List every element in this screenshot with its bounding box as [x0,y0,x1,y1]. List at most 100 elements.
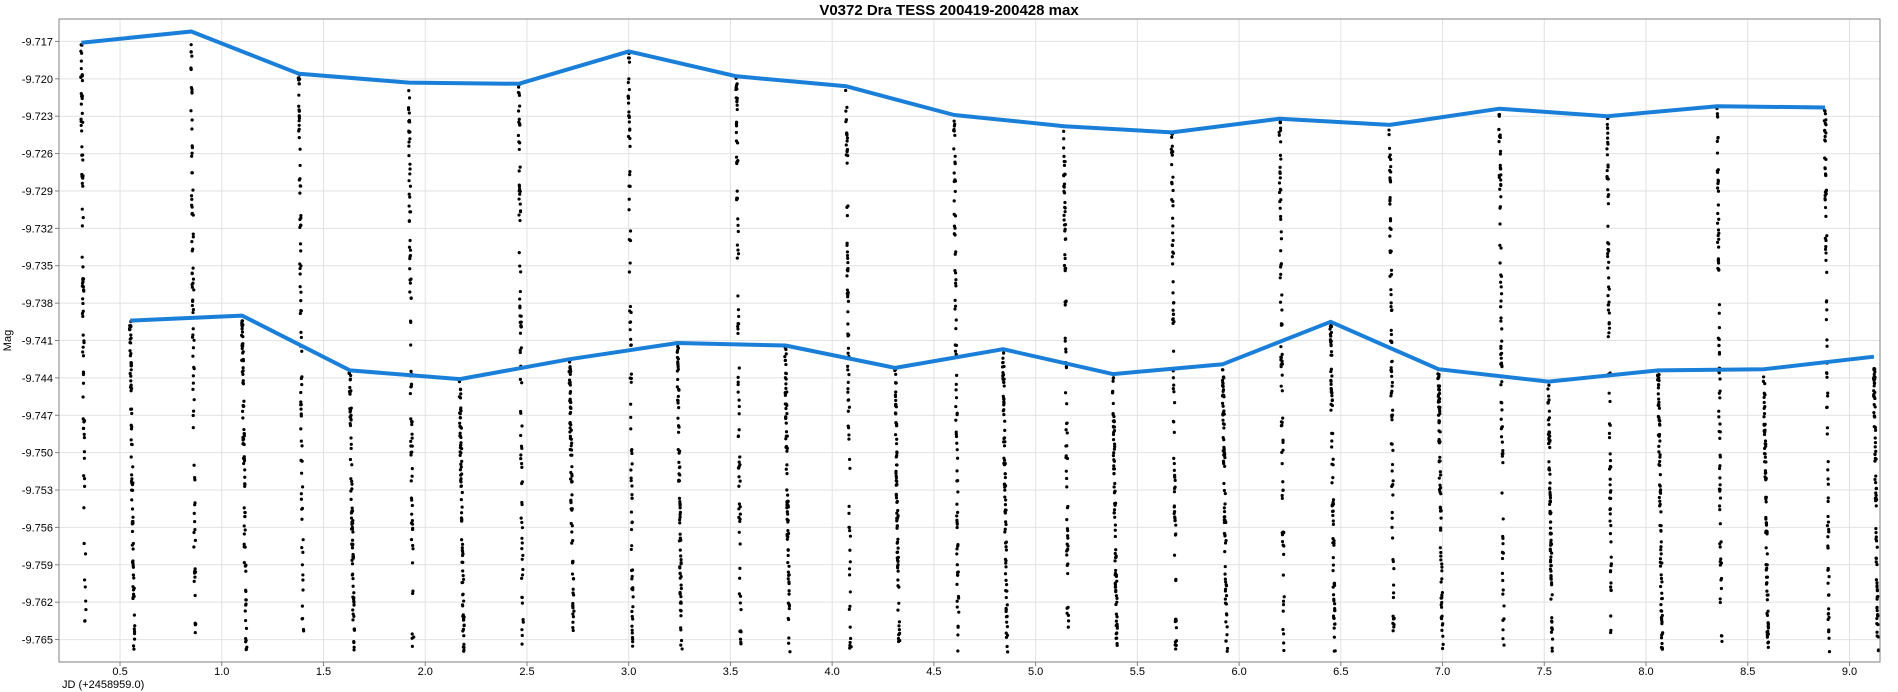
y-tick-label: -9.723 [22,111,53,123]
data-point [738,637,743,641]
data-point [1005,633,1010,637]
data-point [1499,195,1503,199]
data-point [676,416,680,420]
data-point [1765,611,1769,616]
data-point [520,536,524,540]
data-point [132,647,136,651]
data-point [627,208,631,212]
data-point [1716,178,1720,182]
data-point [129,423,133,427]
data-point [81,345,85,349]
data-point [79,66,83,71]
data-point [461,627,466,631]
data-point [627,77,631,81]
data-point [1279,198,1283,202]
data-point [735,99,739,103]
data-point [411,591,415,596]
data-point [462,634,466,638]
data-point [1174,578,1178,583]
data-point [846,368,850,372]
data-point [569,470,573,475]
data-point [1761,375,1766,379]
data-point [1548,502,1552,506]
data-point [1501,618,1505,622]
data-point [1763,422,1767,426]
data-point [1112,464,1116,468]
data-point [1391,482,1395,487]
data-point [894,421,898,425]
data-point [298,285,302,289]
data-point [626,101,631,105]
data-point [1607,276,1611,280]
data-point [1389,308,1394,313]
data-point [1115,641,1119,646]
data-point [1826,468,1830,472]
data-point [189,109,193,113]
data-point [1500,550,1505,554]
data-point [519,314,523,318]
data-point [1278,171,1282,175]
data-point [299,458,303,462]
data-point [1389,332,1394,337]
data-point [1005,644,1009,649]
data-point [1063,391,1068,395]
data-point [784,467,788,471]
data-point [846,256,850,260]
data-point [519,516,523,520]
data-point [1389,164,1393,169]
data-point [1171,204,1175,208]
data-point [1174,619,1178,623]
data-point [895,463,899,467]
data-point [1003,557,1008,561]
data-point [1333,606,1337,611]
data-point [954,388,958,392]
data-point [1063,336,1067,340]
data-point [518,350,522,355]
data-point [1388,226,1392,230]
data-point [1065,606,1069,610]
data-point [785,463,789,467]
data-point [785,534,789,538]
data-point [1111,467,1116,471]
data-point [677,388,681,392]
data-point [1658,459,1662,464]
data-point [738,519,742,524]
data-point [1111,379,1115,383]
data-point [1659,645,1664,650]
data-point [895,500,899,504]
data-point [129,488,134,492]
data-point [1499,362,1503,366]
data-point [1001,371,1005,375]
data-point [83,585,87,589]
data-point [192,571,197,575]
data-point [737,460,741,464]
data-point [736,380,740,384]
data-point [1658,453,1662,457]
data-point [678,499,682,504]
data-point [629,468,633,472]
data-point [519,453,523,457]
data-point [240,370,244,374]
data-point [1500,380,1504,384]
data-point [1500,408,1504,412]
data-point [242,442,246,447]
data-point [410,522,415,526]
data-point [1063,339,1067,343]
data-point [518,289,522,294]
data-point [1171,231,1175,235]
data-point [80,94,84,98]
data-point [736,324,740,329]
data-point [1172,430,1176,434]
data-point [241,359,246,363]
data-point [1606,335,1610,339]
data-point [955,373,959,377]
data-point [1331,509,1335,513]
data-point [953,154,957,158]
data-point [846,204,850,208]
data-point [459,392,463,396]
data-point [410,498,414,502]
data-point [351,530,355,534]
data-point [1003,495,1007,499]
data-point [1388,199,1392,203]
data-point [1003,488,1007,492]
